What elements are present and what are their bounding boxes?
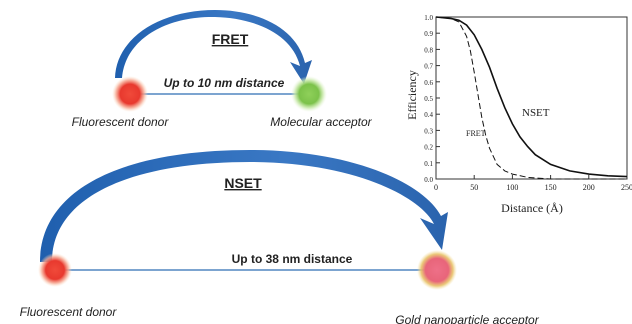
nset-distance-label: Up to 38 nm distance bbox=[232, 252, 353, 266]
nset-title: NSET bbox=[224, 175, 262, 191]
nset-donor-dot bbox=[38, 253, 72, 287]
chart-series bbox=[435, 16, 628, 180]
legend-nset-label: NSET bbox=[522, 107, 550, 119]
chart-xlabel: Distance (Å) bbox=[501, 201, 563, 215]
fret-title: FRET bbox=[212, 31, 249, 47]
legend-fret-label: FRET bbox=[466, 129, 486, 138]
fret-donor-dot bbox=[112, 76, 148, 112]
nset-acceptor-label: Gold nanoparticle acceptor bbox=[395, 313, 539, 324]
efficiency-chart: 0 50 100 150 200 250 0.0 0.1 0.2 0.3 0.4 0.5 0.6 0.7 0… bbox=[405, 14, 632, 215]
x-tick-label: 250 bbox=[621, 183, 632, 192]
y-tick-label: 0.8 bbox=[424, 46, 433, 54]
x-tick-label: 100 bbox=[506, 183, 518, 192]
fret-donor-label: Fluorescent donor bbox=[72, 115, 170, 129]
x-tick-label: 50 bbox=[470, 183, 478, 192]
y-tick-label: 0.4 bbox=[424, 111, 433, 119]
y-tick-label: 0.5 bbox=[424, 95, 433, 103]
x-tick-label: 150 bbox=[545, 183, 557, 192]
y-tick-label: 0.7 bbox=[424, 63, 433, 71]
series-line-fret bbox=[435, 16, 627, 180]
fret-acceptor-label: Molecular acceptor bbox=[270, 115, 372, 129]
nset-curved-arrow bbox=[40, 150, 448, 262]
y-tick-label: 0.6 bbox=[424, 79, 433, 87]
nset-acceptor-dot bbox=[417, 250, 457, 290]
y-tick-label: 0.2 bbox=[424, 144, 433, 152]
nset-donor-label: Fluorescent donor bbox=[20, 305, 118, 319]
chart-frame bbox=[435, 16, 628, 180]
fret-curved-arrow bbox=[115, 10, 312, 84]
nset-panel: NSET Up to 38 nm distance Fluorescent do… bbox=[20, 150, 540, 324]
chart-ylabel: Efficiency bbox=[405, 70, 419, 120]
y-tick-label: 0.3 bbox=[424, 127, 433, 135]
x-tick-label: 0 bbox=[434, 183, 438, 192]
y-tick-label: 0.1 bbox=[424, 160, 433, 168]
fret-acceptor-dot bbox=[291, 76, 327, 112]
fret-distance-label: Up to 10 nm distance bbox=[164, 76, 285, 90]
fret-panel: FRET Up to 10 nm distance Fluorescent do… bbox=[72, 10, 373, 129]
x-tick-label: 200 bbox=[583, 183, 595, 192]
y-tick-label: 0.0 bbox=[424, 176, 433, 184]
chart-axes: 0 50 100 150 200 250 0.0 0.1 0.2 0.3 0.4 0.5 0.6 0.7 0… bbox=[424, 14, 632, 192]
y-tick-label: 0.9 bbox=[424, 30, 433, 38]
series-line-nset bbox=[435, 16, 628, 178]
y-tick-label: 1.0 bbox=[424, 14, 433, 22]
